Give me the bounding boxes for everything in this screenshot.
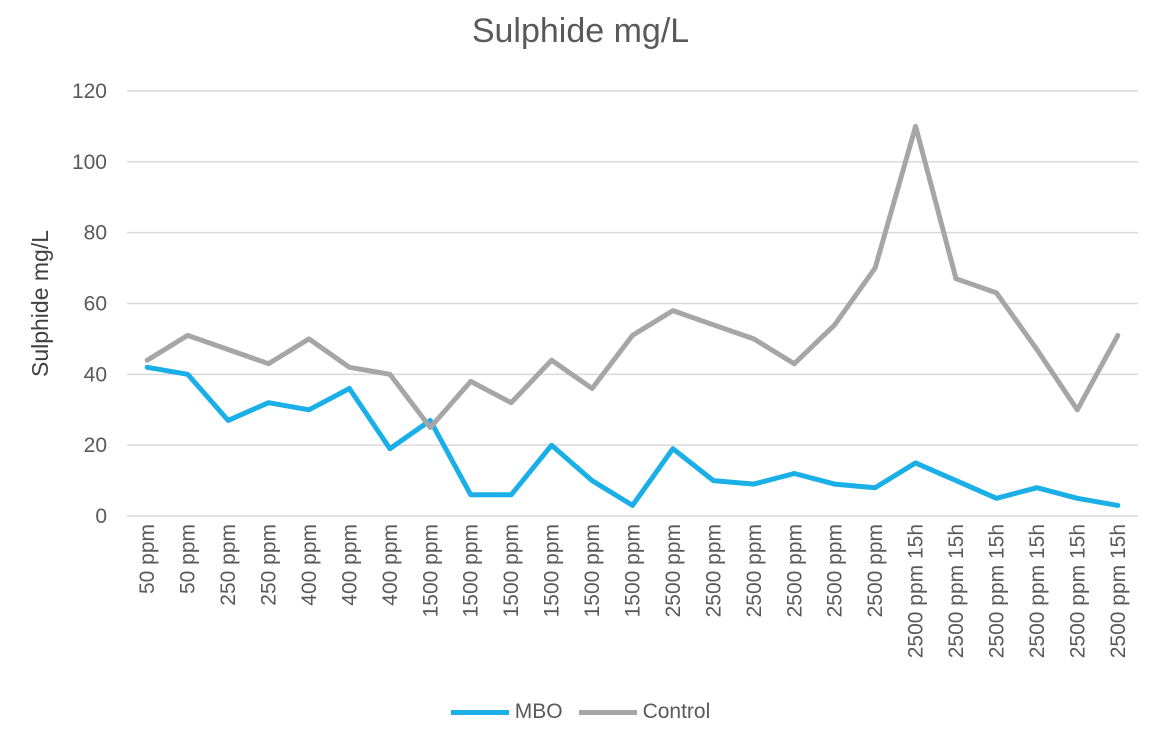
legend-item-control: Control [578, 700, 711, 724]
y-tick-label: 100 [72, 151, 107, 174]
x-tick-label: 2500 ppm [824, 524, 847, 617]
y-tick-label: 80 [84, 222, 107, 245]
y-tick-label: 0 [95, 505, 107, 528]
x-tick-label: 1500 ppm [622, 524, 645, 617]
y-tick-label: 120 [72, 80, 107, 103]
series-line-mbo [144, 364, 1121, 508]
series-line-control [144, 123, 1121, 430]
x-tick-label: 2500 ppm 15h [1026, 524, 1049, 658]
x-tick-label: 50 ppm [177, 524, 200, 594]
x-tick-label: 2500 ppm [864, 524, 887, 617]
line-chart: 0 20 40 60 80 100 120 Sulphide mg/L 50 ppm 50 ppm… [27, 80, 1138, 658]
x-tick-label: 250 ppm [217, 524, 240, 606]
x-tick-label: 2500 ppm 15h [905, 524, 928, 658]
x-tick-label: 2500 ppm 15h [1066, 524, 1089, 658]
y-tick-label: 60 [84, 293, 107, 316]
legend-label-mbo: MBO [514, 700, 563, 723]
x-tick-label: 50 ppm [136, 524, 159, 594]
x-tick-label: 2500 ppm [743, 524, 766, 617]
x-tick-label: 2500 ppm 15h [1107, 524, 1130, 658]
legend-label-control: Control [642, 700, 711, 723]
x-tick-label: 2500 ppm [662, 524, 685, 617]
legend: MBO Control [0, 700, 1161, 724]
y-axis-title: Sulphide mg/L [27, 230, 53, 377]
x-tick-label: 1500 ppm [460, 524, 483, 617]
x-tick-label: 1500 ppm [541, 524, 564, 617]
chart-title: Sulphide mg/L [471, 12, 690, 50]
x-tick-label: 2500 ppm [702, 524, 725, 617]
legend-swatch-control [578, 709, 637, 715]
x-tick-label: 1500 ppm [419, 524, 442, 617]
x-tick-label: 2500 ppm [783, 524, 806, 617]
x-tick-label: 400 ppm [379, 524, 402, 606]
x-tick-label: 400 ppm [338, 524, 361, 606]
x-tick-label: 2500 ppm 15h [945, 524, 968, 658]
x-tick-label: 2500 ppm 15h [985, 524, 1008, 658]
legend-swatch-mbo [450, 709, 509, 715]
y-tick-label: 40 [84, 363, 107, 386]
legend-item-mbo: MBO [450, 700, 563, 724]
x-tick-label: 400 ppm [298, 524, 321, 606]
x-tick-label: 1500 ppm [500, 524, 523, 617]
x-tick-label: 250 ppm [258, 524, 281, 606]
x-tick-label: 1500 ppm [581, 524, 604, 617]
y-tick-label: 20 [84, 434, 107, 457]
